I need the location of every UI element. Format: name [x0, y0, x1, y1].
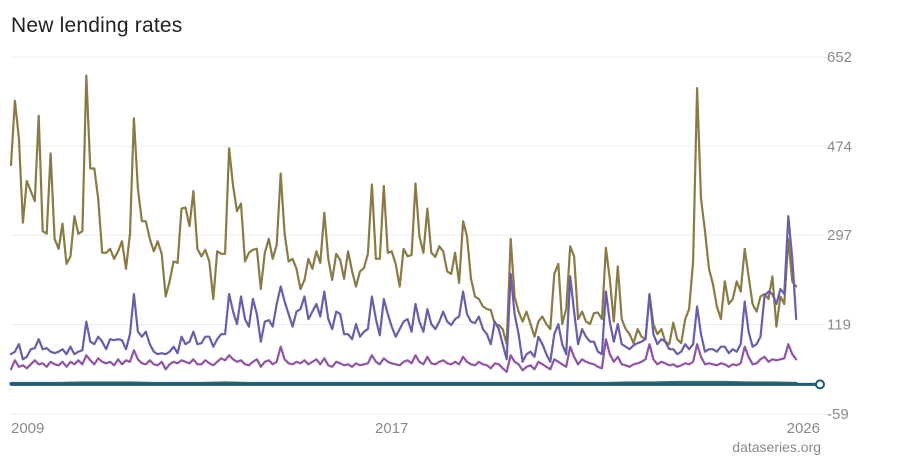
series-lines	[9, 74, 822, 386]
x-tick-label: 2017	[375, 420, 408, 437]
series-line-2	[9, 215, 798, 363]
source-credit: dataseries.org	[732, 439, 821, 455]
y-axis-ticks: 652 474 297 119 -59	[827, 49, 852, 423]
y-tick-label: 474	[827, 138, 852, 155]
chart-title: New lending rates	[11, 14, 183, 37]
series-line-1	[9, 74, 798, 346]
y-tick-label: -59	[827, 406, 849, 423]
x-tick-label: 2009	[11, 420, 44, 437]
y-tick-label: 652	[827, 49, 852, 66]
x-axis-ticks: 2009 2017 2026	[11, 420, 820, 437]
y-tick-label: 119	[827, 317, 851, 334]
x-tick-label: 2026	[787, 420, 820, 437]
y-tick-label: 297	[827, 227, 852, 244]
end-markers	[815, 379, 825, 390]
series-end-marker	[815, 379, 825, 390]
series-line-3	[9, 338, 798, 373]
